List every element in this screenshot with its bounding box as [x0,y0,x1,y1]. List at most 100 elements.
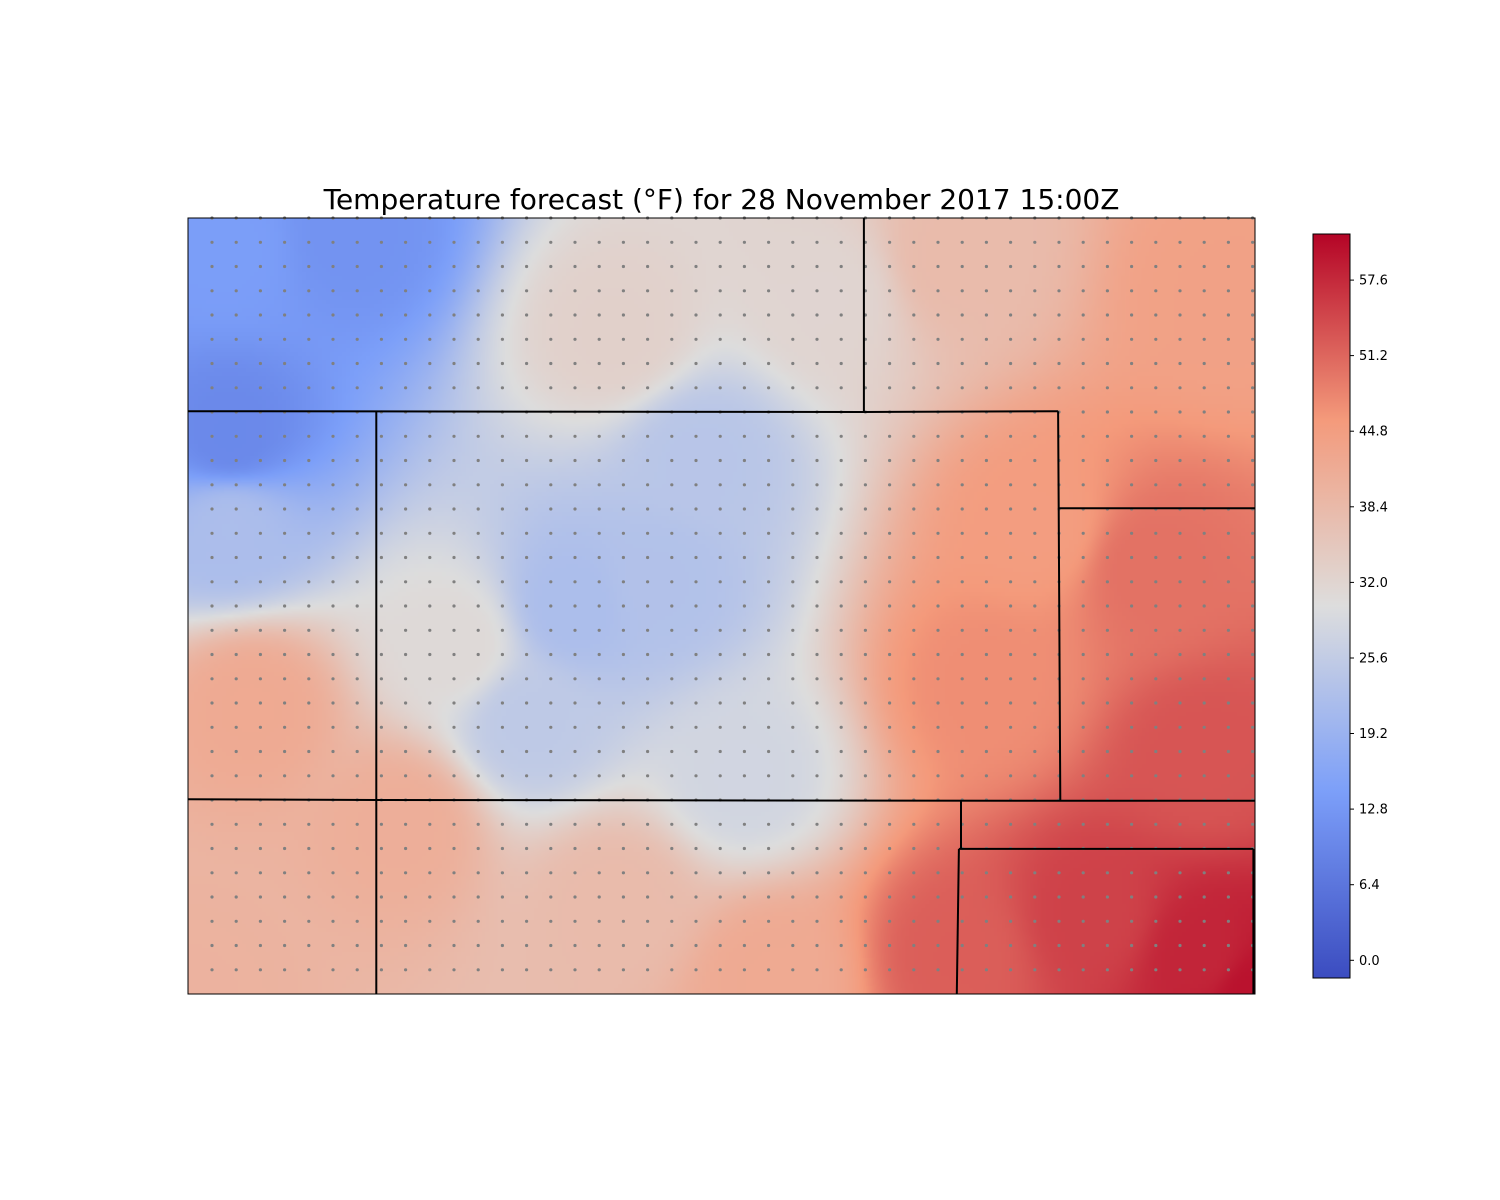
grid-point [912,725,916,729]
grid-point [912,386,916,390]
grid-point [1009,337,1013,341]
grid-point [694,458,698,463]
grid-point [1178,725,1182,729]
grid-point [283,677,287,681]
grid-point [404,264,408,269]
grid-point [283,968,287,972]
colorbar-tick-label: 12.8 [1359,803,1388,818]
grid-point [1178,943,1182,948]
grid-point [379,725,383,729]
grid-point [791,434,795,438]
grid-point [936,483,940,487]
grid-point [839,289,843,293]
grid-point [767,313,771,317]
grid-point [1154,968,1158,972]
grid-point [815,701,819,705]
grid-point [355,434,359,438]
grid-point [839,361,843,366]
grid-point [283,919,287,923]
grid-point [1009,749,1013,754]
grid-point [670,895,674,899]
grid-point [767,968,771,972]
grid-point [670,604,674,608]
grid-point [283,240,287,244]
grid-point [500,580,504,584]
grid-point [863,604,868,608]
grid-point [283,943,287,948]
grid-point [646,628,650,632]
grid-point [452,919,456,923]
grid-point [404,774,408,778]
grid-point [1057,386,1061,390]
grid-point [1154,240,1158,244]
grid-point [815,361,819,366]
grid-point [549,361,553,366]
grid-point [355,749,359,754]
grid-point [1178,749,1182,754]
grid-point [791,240,795,244]
grid-point [549,313,553,317]
grid-point [718,701,722,705]
grid-point [355,531,359,535]
grid-point [476,968,480,972]
grid-point [597,725,601,729]
grid-point [1251,677,1255,681]
grid-point [476,434,480,438]
grid-point [1105,919,1109,923]
grid-point [573,628,577,632]
grid-point [839,313,843,317]
grid-point [597,822,601,826]
grid-point [912,313,916,317]
grid-point [1251,628,1255,632]
grid-point [815,264,819,269]
grid-point [1105,652,1109,657]
grid-point [331,749,335,754]
grid-point [1033,604,1037,608]
grid-point [597,774,601,778]
grid-point [936,580,940,584]
grid-point [525,361,529,366]
grid-point [428,337,432,341]
grid-point [1226,240,1230,244]
grid-point [234,968,238,972]
grid-point [428,580,432,584]
grid-point [1009,652,1013,657]
grid-point [936,531,940,535]
grid-point [307,531,311,535]
grid-point [283,895,287,899]
grid-point [742,531,747,535]
grid-point [694,725,698,729]
grid-point [549,822,553,826]
grid-point [621,943,626,948]
grid-point [379,507,383,511]
grid-point [646,434,650,438]
grid-point [525,289,529,293]
grid-point [210,386,214,390]
grid-point [1202,410,1206,414]
grid-point [621,264,626,269]
grid-point [549,264,553,269]
grid-point [1033,555,1037,560]
grid-point [1057,919,1061,923]
grid-point [452,701,456,705]
grid-point [258,628,262,632]
grid-point [984,289,989,293]
grid-point [549,628,553,632]
grid-point [1081,337,1085,341]
grid-point [597,895,601,899]
grid-point [742,337,747,341]
grid-point [984,264,989,269]
grid-point [718,822,722,826]
grid-point [1009,240,1013,244]
grid-point [500,240,504,244]
grid-point [573,240,577,244]
grid-point [331,434,335,438]
grid-point [1009,604,1013,608]
grid-point [791,968,795,972]
grid-point [1226,313,1230,317]
grid-point [1154,774,1158,778]
grid-point [500,701,504,705]
grid-point [1081,313,1085,317]
grid-point [428,968,432,972]
grid-point [1251,604,1255,608]
